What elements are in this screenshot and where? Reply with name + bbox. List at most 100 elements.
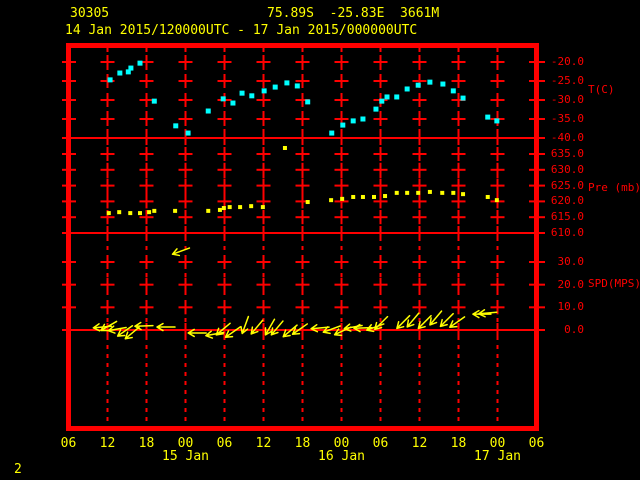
y-tick-label-wind: 30.0: [557, 255, 585, 268]
y-tick-label-temperature: -25.0: [550, 74, 584, 87]
wind-arrow: [417, 314, 432, 330]
pressure-point: [351, 194, 356, 199]
pressure-point: [173, 208, 178, 213]
temperature-point: [404, 86, 410, 92]
temperature-point: [128, 65, 134, 71]
y-tick-label-temperature: -35.0: [550, 112, 584, 125]
wind-arrow: [282, 324, 298, 338]
wind-arrow: [240, 315, 250, 335]
wind-arrow: [322, 325, 341, 335]
temperature-point: [230, 100, 236, 106]
x-date-label: 15 Jan: [162, 449, 209, 464]
y-tick-label-temperature: -20.0: [550, 55, 584, 68]
pressure-point: [372, 194, 376, 199]
y-tick-label-wind: 10.0: [557, 300, 585, 314]
wind-arrow: [310, 323, 330, 333]
x-tick-label: 12: [255, 436, 272, 451]
pressure-point: [249, 204, 254, 209]
wind-arrow: [439, 312, 454, 328]
y-axis-unit-wind: SPD(MPS): [588, 277, 640, 290]
pressure-point: [152, 208, 157, 213]
wind-arrow: [374, 315, 389, 331]
pressure-point: [221, 206, 226, 211]
wind-arrow: [250, 319, 264, 335]
x-tick-label: 06: [60, 436, 77, 451]
temperature-point: [427, 79, 433, 85]
temperature-point: [450, 88, 456, 94]
wind-arrow: [205, 330, 225, 339]
wind-arrow: [291, 323, 309, 336]
pressure-point: [138, 211, 142, 216]
pressure-point: [461, 192, 466, 197]
temperature-point: [284, 80, 290, 86]
wind-arrow: [270, 320, 284, 336]
temperature-point: [125, 69, 131, 75]
pressure-point: [147, 210, 152, 215]
wind-arrow: [215, 322, 231, 336]
temperature-point: [460, 95, 466, 101]
x-date-label: 16 Jan: [318, 449, 365, 464]
wind-arrow: [124, 326, 140, 340]
x-tick-label: 06: [528, 436, 545, 451]
x-tick-label: 18: [294, 436, 311, 451]
pressure-point: [360, 194, 365, 199]
y-tick-label-pressure: 630.0: [550, 162, 584, 176]
x-tick-label: 12: [411, 436, 428, 451]
wind-arrow: [134, 321, 154, 331]
temperature-point: [294, 83, 300, 89]
time-period: 14 Jan 2015/120000UTC - 17 Jan 2015/0000…: [65, 23, 418, 38]
x-tick-label: 00: [489, 436, 506, 451]
x-tick-label: 12: [99, 436, 116, 451]
y-tick-label-temperature: -30.0: [550, 93, 584, 106]
pressure-point: [238, 205, 243, 210]
y-tick-label-pressure: 610.0: [550, 226, 584, 239]
x-tick-label: 06: [216, 436, 233, 451]
pressure-point: [494, 198, 499, 203]
temperature-point: [173, 123, 179, 129]
pressure-point: [405, 190, 410, 195]
wind-arrow: [264, 318, 276, 336]
y-axis-unit-temperature: T(C): [588, 83, 615, 96]
y-tick-label-wind: 0.0: [564, 323, 584, 336]
x-tick-label: 18: [450, 436, 467, 451]
pressure-point: [427, 189, 432, 194]
x-date-label: 17 Jan: [474, 449, 521, 464]
y-tick-label-temperature: -40.0: [550, 131, 584, 144]
x-tick-label: 06: [372, 436, 389, 451]
station-location: 75.89S -25.83E 3661M: [267, 6, 440, 21]
y-tick-label-pressure: 620.0: [550, 194, 584, 208]
temperature-point: [379, 98, 385, 104]
pressure-point: [260, 205, 265, 210]
temperature-point: [340, 122, 346, 128]
wind-arrow: [343, 323, 363, 332]
temperature-point: [360, 116, 366, 122]
temperature-point: [205, 108, 211, 114]
temperature-point: [137, 60, 143, 66]
pressure-point: [329, 198, 334, 203]
x-tick-label: 18: [138, 436, 155, 451]
wind-arrow: [224, 326, 242, 338]
temperature-point: [329, 130, 335, 136]
pressure-point: [206, 208, 211, 213]
temperature-point: [305, 99, 311, 105]
temperature-point: [151, 98, 157, 104]
temperature-point: [384, 94, 390, 100]
temperature-point: [394, 94, 400, 100]
pressure-point: [128, 211, 133, 216]
pressure-point: [416, 190, 421, 195]
temperature-point: [373, 106, 379, 112]
y-tick-label-pressure: 635.0: [550, 147, 584, 160]
y-tick-label-pressure: 625.0: [550, 178, 584, 192]
wind-arrow: [478, 309, 498, 318]
wind-arrow: [406, 312, 420, 328]
wind-arrow: [100, 320, 118, 332]
temperature-point: [249, 93, 255, 99]
wind-arrow: [156, 322, 176, 332]
temperature-point: [415, 82, 421, 88]
wind-arrow: [429, 310, 443, 326]
temperature-point: [107, 77, 113, 83]
y-axis-unit-pressure: Pre (mb): [588, 181, 640, 194]
wind-arrow: [107, 325, 127, 334]
page-number: 2: [14, 462, 22, 477]
